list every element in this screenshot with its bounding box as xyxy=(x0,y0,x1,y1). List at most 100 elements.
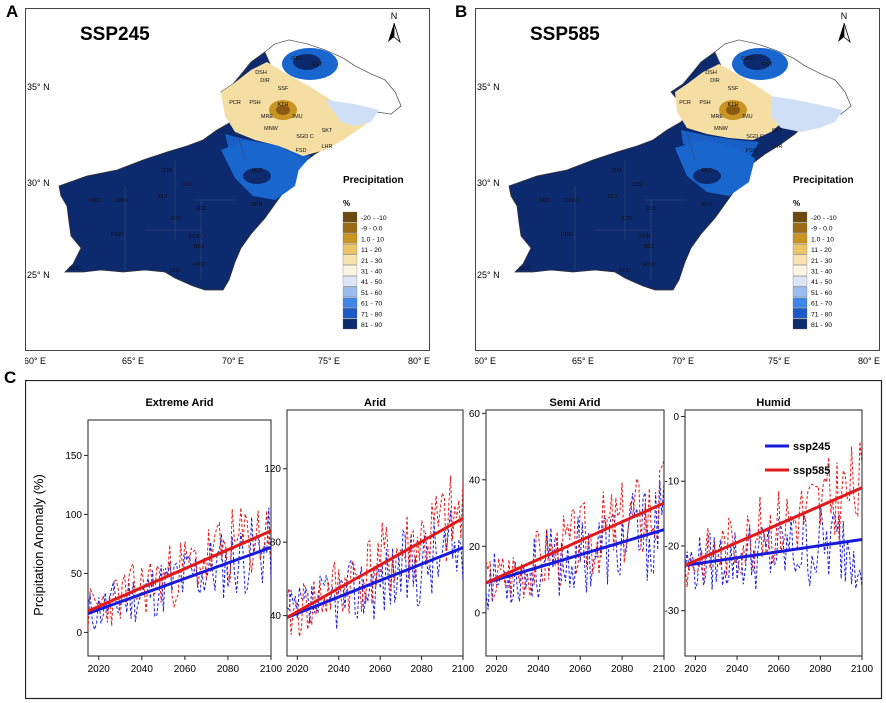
city-label: BBZ xyxy=(194,244,205,250)
x-tick-label: 2020 xyxy=(286,664,309,675)
city-label: SGD C xyxy=(746,134,763,140)
city-label: DSH xyxy=(705,70,717,76)
x-tick-label: 2080 xyxy=(611,664,634,675)
city-label: PCR xyxy=(679,100,691,106)
legend-swatch xyxy=(792,243,808,255)
city-label: KCH xyxy=(169,268,181,274)
x-tick-label: 2100 xyxy=(260,664,283,675)
city-label: KZD xyxy=(172,216,183,222)
longitude-labels: 60° E 65° E 70° E 75° E 80° E xyxy=(25,356,430,366)
city-label: KZD xyxy=(622,216,633,222)
latitude-labels: 35° N 30° N 25° N xyxy=(27,82,50,280)
legend-swatch xyxy=(792,265,808,276)
legend-label: 71 - 80 xyxy=(811,311,832,318)
x-tick-label: 2040 xyxy=(328,664,351,675)
x-tick-label: 2040 xyxy=(131,664,154,675)
lon-label: 80° E xyxy=(408,356,430,366)
legend-label: 51 - 60 xyxy=(811,290,832,297)
scenario-title: SSP245 xyxy=(80,24,150,45)
chart-extreme-arid: Extreme Arid 2020 2040 2060 2080 2100 0 50 100 15… xyxy=(65,397,282,675)
city-label: SGD C xyxy=(296,134,313,140)
city-label: DIR xyxy=(260,78,270,84)
y-tick-label: -20 xyxy=(665,541,680,552)
legend-swatch xyxy=(342,276,358,287)
anomaly-charts-panel: Prcipitation Anomaly (%) Extreme Arid202… xyxy=(25,380,883,700)
y-tick-label: 50 xyxy=(71,569,83,580)
city-label: PCR xyxy=(229,100,241,106)
x-tick-label: 2080 xyxy=(217,664,240,675)
city-label: SKT xyxy=(772,128,783,134)
legend-title: Precipitation xyxy=(793,175,854,186)
legend-label: 61 - 70 xyxy=(361,301,382,308)
x-tick-label: 2020 xyxy=(88,664,111,675)
north-deep-cell xyxy=(743,54,771,70)
y-tick-label: 100 xyxy=(65,510,82,521)
north-arrow-icon xyxy=(388,23,394,42)
city-label: MRE xyxy=(711,114,724,120)
city-label: QTA xyxy=(612,168,623,174)
city-label: BBZ xyxy=(644,244,655,250)
city-label: JCB xyxy=(196,206,207,212)
x-tick-label: 2080 xyxy=(410,664,433,675)
legend-swatch xyxy=(342,254,358,265)
city-label: MNW xyxy=(714,126,729,132)
y-tick-label: 60 xyxy=(469,409,481,420)
series-ssp585-dashed xyxy=(287,475,463,637)
y-tick-label: 40 xyxy=(469,475,481,486)
legend-label: 11 - 20 xyxy=(811,247,832,254)
lon-label: 70° E xyxy=(672,356,694,366)
x-tick-label: 2060 xyxy=(569,664,592,675)
city-label: PDN xyxy=(639,234,651,240)
y-tick-label: 20 xyxy=(469,542,481,553)
city-label: KLT xyxy=(608,194,618,200)
city-labels: GPS GST DSH DIR SSF PCR PSH KTH MNW SGD C SKT FSD LH… xyxy=(519,56,783,274)
city-label: BPR xyxy=(701,202,712,208)
y-tick-label: 120 xyxy=(264,464,281,475)
legend-swatch xyxy=(792,233,808,244)
x-tick-label: 2080 xyxy=(809,664,832,675)
city-label: DBN xyxy=(565,198,577,204)
city-label: SSF xyxy=(278,86,289,92)
city-label: JMU xyxy=(291,114,302,120)
y-tick-label: 0 xyxy=(76,628,82,639)
x-tick-label: 2040 xyxy=(726,664,749,675)
lon-label: 65° E xyxy=(122,356,144,366)
legend-swatch xyxy=(342,286,358,298)
city-label: KRC xyxy=(69,266,81,272)
legend-label: 11 - 20 xyxy=(361,247,382,254)
north-deep-cell xyxy=(293,54,321,70)
city-label: PDN xyxy=(189,234,201,240)
legend-label: 81 - 90 xyxy=(361,322,382,329)
lat-label: 25° N xyxy=(27,270,50,280)
city-label: SKT xyxy=(322,128,333,134)
legend-swatch xyxy=(792,286,808,298)
series-ssp585-dashed xyxy=(685,441,862,588)
legend-swatch xyxy=(342,297,358,308)
city-label: KTH xyxy=(728,102,739,108)
panel-c-frame xyxy=(25,380,883,700)
precipitation-legend: Precipitation % -20 - -10 -9 - 0.0 1.0 - 1… xyxy=(342,175,404,330)
trend-ssp585 xyxy=(685,486,862,567)
x-tick-label: 2100 xyxy=(452,664,475,675)
svg-text:N: N xyxy=(391,11,398,21)
legend-swatch xyxy=(342,265,358,276)
lon-label: 65° E xyxy=(572,356,594,366)
city-label: DIR xyxy=(710,78,720,84)
trend-ssp585 xyxy=(88,529,271,613)
x-tick-label: 2020 xyxy=(684,664,707,675)
city-label: HYD xyxy=(643,262,655,268)
chart-title: Arid xyxy=(364,397,386,409)
svg-text:N: N xyxy=(841,11,848,21)
dry-core xyxy=(726,105,740,115)
lon-label: 80° E xyxy=(858,356,880,366)
legend-label: 51 - 60 xyxy=(361,290,382,297)
series-ssp245-dashed xyxy=(486,480,664,610)
y-tick-label: -30 xyxy=(665,606,680,617)
legend-unit: % xyxy=(793,199,800,208)
x-tick-label: 2100 xyxy=(653,664,676,675)
legend-label: 61 - 70 xyxy=(811,301,832,308)
city-labels: GPS GST DSH DIR SSF PCR PSH KTH MNW SGD C SKT FSD LH… xyxy=(69,56,333,274)
city-label: MLT xyxy=(252,168,263,174)
plot-frame xyxy=(485,409,665,657)
legend-swatch xyxy=(342,222,358,233)
